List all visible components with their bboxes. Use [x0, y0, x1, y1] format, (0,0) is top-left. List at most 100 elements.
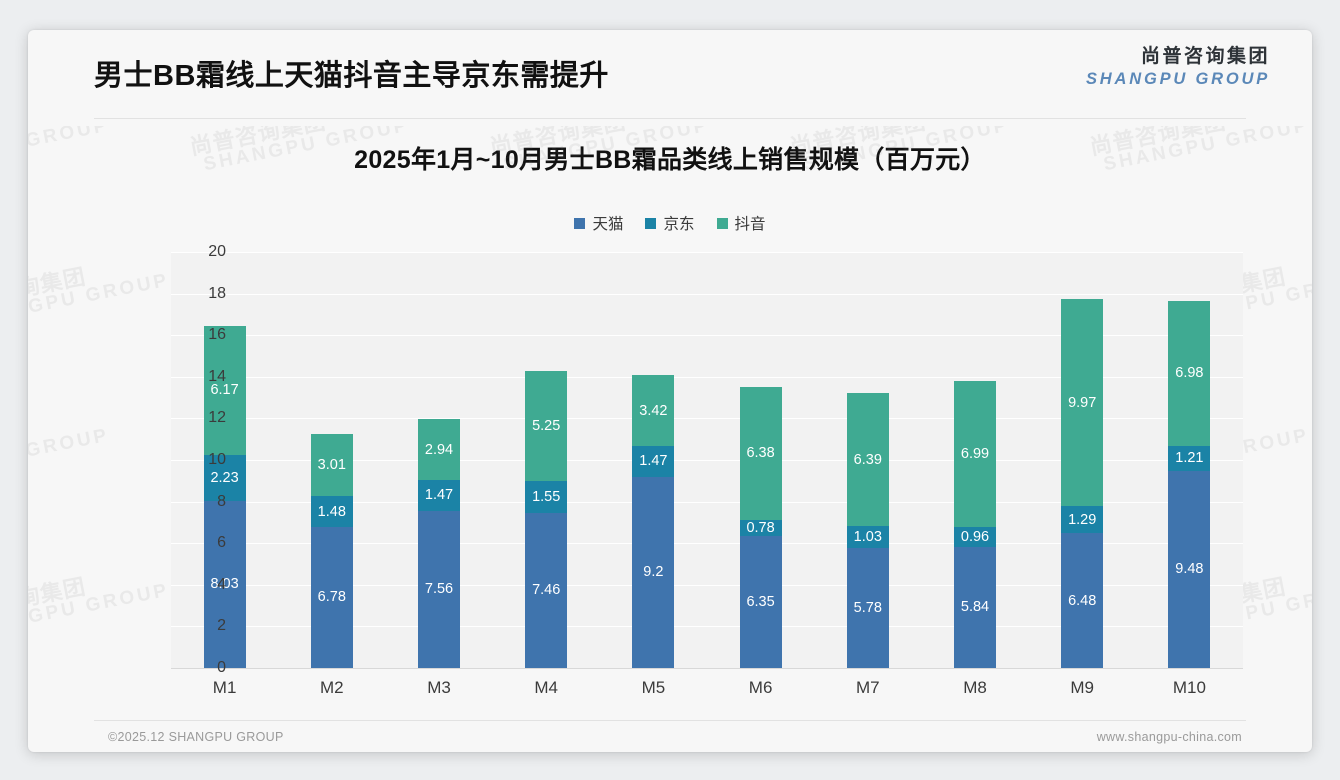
bar-stack-M5[interactable]: 3.42 1.47 9.2 — [632, 374, 675, 668]
bar-value-label: 0.96 — [960, 528, 990, 545]
bar-value-label: 3.42 — [639, 402, 668, 419]
x-axis-tick-label: M7 — [855, 678, 880, 697]
bar-segment-京东[interactable]: 0.78 — [739, 519, 782, 536]
bar-value-label: 6.38 — [746, 445, 775, 462]
bar-stack-M8[interactable]: 6.99 0.96 5.84 — [954, 381, 996, 668]
bar-segment-天猫[interactable]: 6.78 — [310, 526, 353, 668]
gridline — [171, 543, 1243, 545]
bar-value-label: 2.94 — [424, 441, 454, 458]
bar-stack-M9[interactable]: 9.97 1.29 6.48 — [1061, 299, 1104, 668]
legend-label: 抖音 — [734, 216, 766, 233]
bar-segment-天猫[interactable]: 6.35 — [739, 535, 782, 668]
bar-stack-M2[interactable]: 3.01 1.48 6.78 — [310, 433, 353, 668]
logo-english-text: SHANGPU GROUP — [1086, 70, 1270, 88]
bar-segment-抖音[interactable]: 6.17 — [203, 326, 246, 455]
footer-divider — [94, 720, 1246, 721]
bar-stack-M4[interactable]: 5.25 1.55 7.46 — [525, 371, 568, 668]
logo-chinese-text: 尚普咨询集团 — [1140, 46, 1270, 67]
page-title: 男士BB霜线上天猫抖音主导京东需提升 — [94, 60, 609, 92]
gridline — [171, 376, 1243, 378]
company-logo: 尚普咨询集团 SHANGPU GROUP — [1086, 47, 1270, 88]
bar-segment-京东[interactable]: 1.47 — [632, 446, 675, 477]
x-axis-tick-label: M5 — [641, 678, 666, 697]
legend-label: 京东 — [663, 216, 695, 233]
bar-segment-抖音[interactable]: 3.01 — [310, 433, 353, 497]
bar-value-label: 6.35 — [746, 593, 775, 610]
bar-value-label: 0.78 — [746, 519, 775, 536]
bar-value-label: 1.55 — [532, 488, 561, 505]
bar-value-label: 2.23 — [210, 469, 239, 486]
chart-plot-area: 6.17 2.23 8.03 3.01 1.48 6.78 2.94 1.47 7.56 5.25… — [171, 252, 1243, 669]
x-axis-tick-label: M2 — [319, 678, 344, 697]
gridline — [171, 584, 1243, 586]
bar-segment-京东[interactable]: 1.48 — [310, 496, 353, 527]
bar-segment-天猫[interactable]: 7.46 — [525, 512, 568, 668]
bar-segment-抖音[interactable]: 9.97 — [1061, 299, 1104, 507]
x-axis-tick-label: M1 — [212, 678, 237, 697]
bar-value-label: 6.17 — [210, 382, 239, 399]
bar-value-label: 6.99 — [960, 445, 990, 462]
y-axis-tick-label: 2 — [217, 617, 226, 635]
bar-segment-抖音[interactable]: 2.94 — [418, 419, 460, 481]
bar-value-label: 6.98 — [1175, 365, 1204, 382]
bar-segment-京东[interactable]: 1.47 — [418, 480, 460, 511]
bar-stack-M7[interactable]: 6.39 1.03 5.78 — [846, 393, 889, 668]
x-axis-line — [171, 668, 1243, 669]
chart-title: 2025年1月~10月男士BB霜品类线上销售规模（百万元） — [354, 146, 986, 174]
header-divider — [94, 118, 1246, 119]
gridline — [171, 252, 1243, 253]
bar-segment-抖音[interactable]: 6.99 — [954, 381, 996, 527]
bar-value-label: 1.47 — [424, 487, 454, 504]
x-axis-tick-label: M6 — [748, 678, 773, 697]
y-axis-tick-label: 6 — [217, 534, 226, 552]
bar-segment-京东[interactable]: 2.23 — [203, 454, 246, 501]
bar-segment-天猫[interactable]: 9.2 — [632, 476, 675, 668]
legend-swatch-icon — [645, 217, 657, 229]
bar-stack-M1[interactable]: 6.17 2.23 8.03 — [203, 326, 246, 668]
bar-segment-天猫[interactable]: 9.48 — [1168, 470, 1211, 668]
bar-stack-M6[interactable]: 6.38 0.78 6.35 — [739, 387, 782, 668]
bar-segment-抖音[interactable]: 6.39 — [846, 393, 889, 527]
bar-segment-京东[interactable]: 0.96 — [954, 526, 996, 547]
bar-segment-京东[interactable]: 1.03 — [846, 526, 889, 548]
bar-segment-天猫[interactable]: 5.84 — [954, 546, 996, 668]
legend-item-天猫[interactable]: 天猫 — [574, 212, 623, 234]
bar-value-label: 5.78 — [853, 599, 882, 616]
bar-stack-M3[interactable]: 2.94 1.47 7.56 — [418, 419, 460, 668]
legend-swatch-icon — [574, 217, 586, 229]
y-axis-tick-label: 12 — [208, 409, 226, 427]
bar-segment-抖音[interactable]: 3.42 — [632, 374, 675, 447]
y-axis-tick-label: 14 — [208, 367, 226, 385]
legend-item-抖音[interactable]: 抖音 — [716, 212, 766, 234]
bar-segment-天猫[interactable]: 5.78 — [846, 547, 889, 668]
legend-item-京东[interactable]: 京东 — [645, 212, 695, 234]
x-axis-tick-label: M3 — [427, 678, 451, 697]
bar-value-label: 8.03 — [210, 576, 239, 593]
gridline — [171, 626, 1243, 628]
y-axis-tick-label: 0 — [217, 659, 226, 676]
bar-value-label: 1.03 — [853, 529, 882, 546]
bar-segment-京东[interactable]: 1.29 — [1061, 506, 1104, 534]
gridline — [171, 501, 1243, 503]
bar-segment-抖音[interactable]: 6.38 — [739, 387, 782, 520]
x-axis-tick-label: M9 — [1070, 678, 1094, 697]
y-axis-tick-label: 16 — [208, 326, 226, 344]
bar-segment-天猫[interactable]: 7.56 — [418, 510, 460, 668]
bar-segment-抖音[interactable]: 5.25 — [525, 371, 568, 481]
bar-value-label: 5.25 — [532, 418, 561, 435]
bar-value-label: 5.84 — [960, 599, 990, 616]
bar-segment-抖音[interactable]: 6.98 — [1168, 300, 1211, 446]
gridline — [171, 460, 1243, 461]
bar-segment-京东[interactable]: 1.55 — [525, 480, 568, 513]
bar-value-label: 9.97 — [1068, 394, 1097, 411]
bar-segment-天猫[interactable]: 6.48 — [1061, 533, 1104, 668]
bar-segment-天猫[interactable]: 8.03 — [203, 500, 246, 668]
bar-value-label: 6.78 — [317, 589, 346, 606]
bar-value-label: 1.48 — [317, 503, 346, 520]
bar-stack-M10[interactable]: 6.98 1.21 9.48 — [1168, 300, 1211, 668]
bar-segment-京东[interactable]: 1.21 — [1168, 445, 1211, 471]
y-axis-tick-label: 20 — [208, 243, 226, 260]
